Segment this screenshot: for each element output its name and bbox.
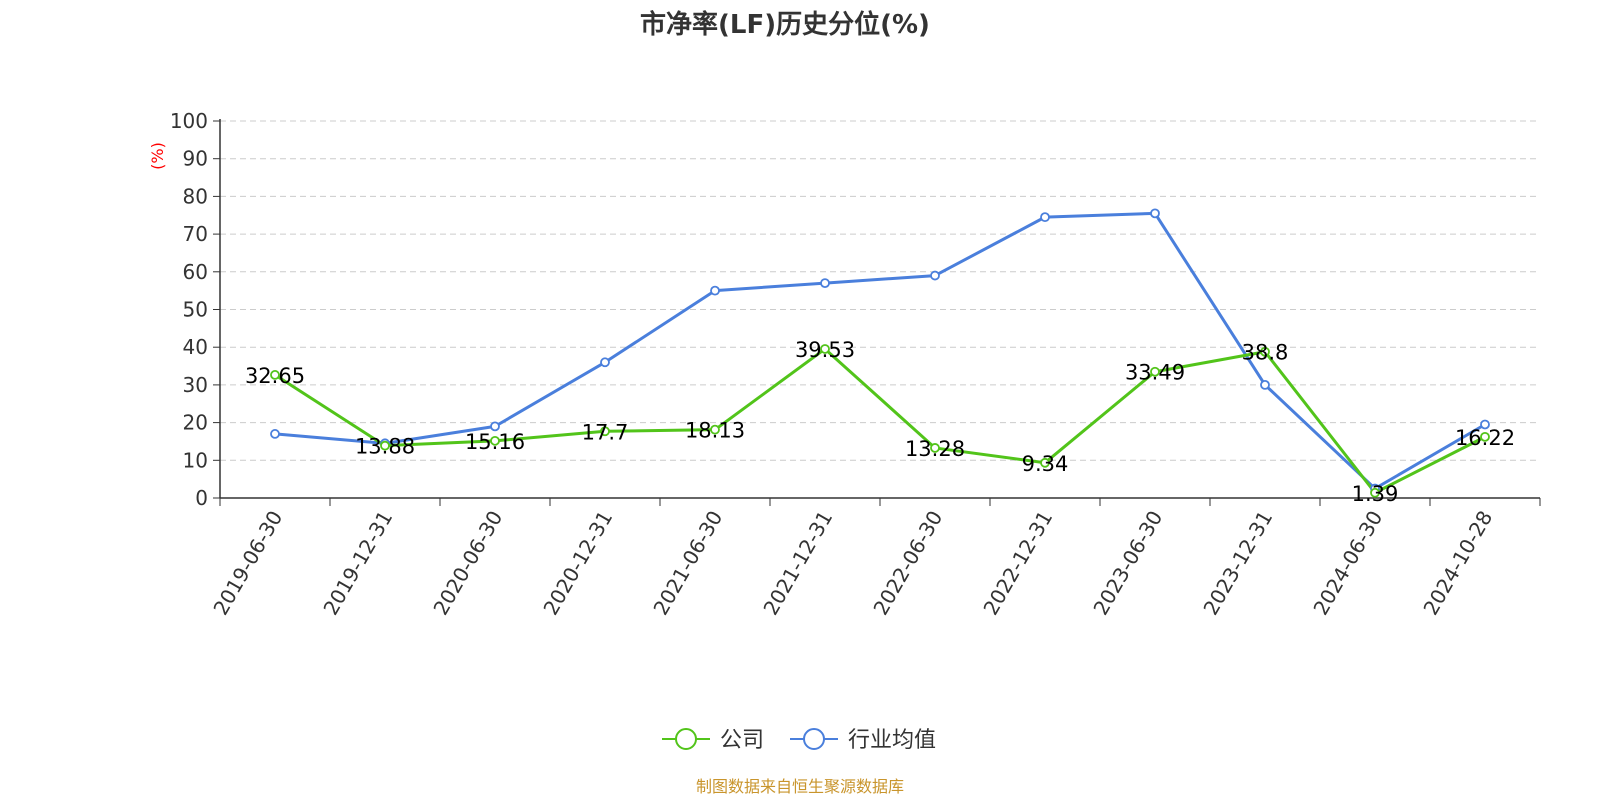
data-point-industry xyxy=(490,421,500,432)
x-tick-label: 2019-06-30 xyxy=(208,507,287,620)
y-tick-label: 70 xyxy=(183,222,208,246)
legend-label-company: 公司 xyxy=(720,728,764,753)
series-line-industry xyxy=(273,211,1487,491)
data-label: 39.53 xyxy=(795,338,855,362)
data-point-industry xyxy=(710,285,720,296)
legend-marker-company xyxy=(675,728,697,750)
x-tick-label: 2022-06-30 xyxy=(868,507,947,620)
data-label: 32.65 xyxy=(245,364,305,388)
y-tick-label: 60 xyxy=(183,260,208,284)
data-label: 13.28 xyxy=(905,437,965,461)
series-lines xyxy=(270,208,1490,498)
legend: 公司 行业均值 xyxy=(662,728,936,753)
x-tick-label: 2024-06-30 xyxy=(1308,507,1387,620)
data-point-company xyxy=(710,424,720,435)
data-point-company xyxy=(1260,346,1270,357)
series-line-company xyxy=(273,347,1487,495)
x-tick-label: 2020-06-30 xyxy=(428,507,507,620)
data-label: 9.34 xyxy=(1022,452,1069,476)
y-tick-label: 80 xyxy=(183,184,208,208)
data-point-industry xyxy=(1260,379,1270,390)
data-point-company xyxy=(1040,457,1050,468)
y-tick-label: 40 xyxy=(183,335,208,359)
axes: 0 10 20 30 40 50 60 70 80 90 100 2019-06-30 2019-12-… xyxy=(170,109,1541,620)
x-tick-label: 2024-10-28 xyxy=(1418,507,1497,620)
data-point-company xyxy=(1480,431,1490,442)
x-tick-label: 2023-06-30 xyxy=(1088,507,1167,620)
y-tick-label: 0 xyxy=(195,486,208,510)
data-point-company xyxy=(600,426,610,437)
x-tick-label: 2021-12-31 xyxy=(758,507,837,620)
data-label: 16.22 xyxy=(1455,426,1515,450)
data-point-company xyxy=(930,443,940,453)
x-tick-label: 2023-12-31 xyxy=(1198,507,1277,620)
data-labels: 32.65 13.88 15.16 17.7 18.13 39.53 13.28 9.34 33… xyxy=(245,338,1515,506)
legend-item-industry[interactable]: 行业均值 xyxy=(790,728,936,753)
chart-title: 市净率(LF)历史分位(%) xyxy=(640,9,930,40)
grid-lines xyxy=(220,120,1540,461)
y-tick-label: 30 xyxy=(183,373,208,397)
y-tick-label: 90 xyxy=(183,147,208,171)
data-label: 1.39 xyxy=(1352,482,1399,506)
data-point-company xyxy=(490,435,500,446)
data-point-industry xyxy=(1040,212,1050,223)
x-tick-label: 2020-12-31 xyxy=(538,507,617,620)
y-tick-label: 20 xyxy=(183,411,208,435)
data-label: 15.16 xyxy=(465,430,525,454)
source-note: 制图数据来自恒生聚源数据库 xyxy=(696,777,904,796)
data-label: 13.88 xyxy=(355,435,415,459)
y-axis-unit: (%) xyxy=(148,142,167,170)
data-point-company xyxy=(820,344,830,354)
data-point-industry xyxy=(1480,419,1490,430)
data-point-industry xyxy=(930,270,940,281)
data-point-company xyxy=(1370,487,1380,498)
data-point-industry xyxy=(600,357,610,368)
data-point-industry xyxy=(270,429,280,439)
data-label: 17.7 xyxy=(582,420,629,444)
x-tick-label: 2021-06-30 xyxy=(648,507,727,620)
data-point-industry xyxy=(820,278,830,289)
data-point-company xyxy=(270,370,280,380)
data-point-company xyxy=(1150,366,1160,377)
legend-item-company[interactable]: 公司 xyxy=(662,728,764,753)
data-label: 38.8 xyxy=(1242,341,1289,365)
legend-marker-industry xyxy=(803,728,825,750)
data-point-company xyxy=(380,440,390,451)
data-label: 33.49 xyxy=(1125,361,1185,385)
y-tick-label: 100 xyxy=(170,109,208,133)
y-tick-label: 50 xyxy=(183,298,208,322)
data-label: 18.13 xyxy=(685,419,745,443)
x-tick-label: 2022-12-31 xyxy=(978,507,1057,620)
y-tick-label: 10 xyxy=(183,448,208,472)
x-tick-label: 2019-12-31 xyxy=(318,507,397,620)
data-point-industry xyxy=(1150,208,1160,219)
legend-label-industry: 行业均值 xyxy=(848,728,936,753)
